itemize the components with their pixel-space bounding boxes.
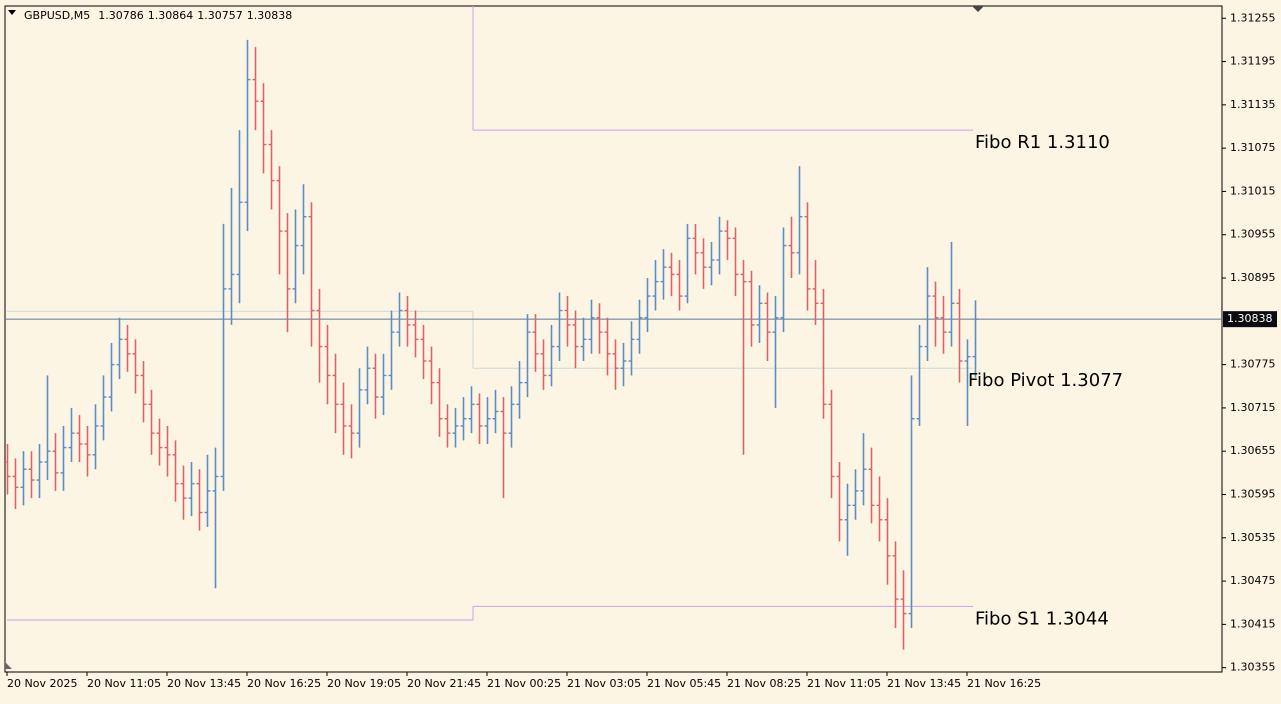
x-tick-label: 21 Nov 03:05 bbox=[567, 677, 641, 690]
level-label: Fibo S1 1.3044 bbox=[975, 608, 1109, 629]
y-tick-label: 1.30595 bbox=[1230, 487, 1276, 500]
y-tick-label: 1.30895 bbox=[1230, 271, 1276, 284]
y-tick-label: 1.30655 bbox=[1230, 444, 1276, 457]
y-tick-label: 1.30355 bbox=[1230, 661, 1276, 674]
y-tick-label: 1.30475 bbox=[1230, 574, 1276, 587]
header: GBPUSD,M5 1.30786 1.30864 1.30757 1.30838 bbox=[24, 9, 292, 22]
x-tick-label: 20 Nov 11:05 bbox=[87, 677, 161, 690]
header-high: 1.30864 bbox=[148, 9, 194, 22]
header-close: 1.30838 bbox=[247, 9, 293, 22]
scroll-marker bbox=[5, 662, 12, 669]
price-tag-label: 1.30838 bbox=[1227, 312, 1273, 325]
level-label: Fibo Pivot 1.3077 bbox=[968, 370, 1123, 391]
x-tick-label: 20 Nov 13:45 bbox=[167, 677, 241, 690]
y-tick-label: 1.30955 bbox=[1230, 228, 1276, 241]
x-tick-label: 21 Nov 05:45 bbox=[647, 677, 721, 690]
x-tick-label: 21 Nov 00:25 bbox=[487, 677, 561, 690]
plot-area bbox=[5, 6, 1222, 650]
header-low: 1.30757 bbox=[197, 9, 243, 22]
x-tick-label: 20 Nov 2025 bbox=[7, 677, 77, 690]
price-tag bbox=[1223, 311, 1277, 328]
y-tick-label: 1.31135 bbox=[1230, 98, 1276, 111]
x-tick-label: 21 Nov 13:45 bbox=[887, 677, 961, 690]
header-open: 1.30786 bbox=[98, 9, 144, 22]
x-tick-label: 20 Nov 19:05 bbox=[327, 677, 401, 690]
y-tick-label: 1.31255 bbox=[1230, 11, 1276, 24]
y-tick-label: 1.30775 bbox=[1230, 358, 1276, 371]
y-tick-label: 1.30715 bbox=[1230, 401, 1276, 414]
x-tick-label: 21 Nov 16:25 bbox=[967, 677, 1041, 690]
y-tick-label: 1.31075 bbox=[1230, 141, 1276, 154]
symbol: GBPUSD,M5 bbox=[24, 9, 90, 22]
x-tick-label: 20 Nov 16:25 bbox=[247, 677, 321, 690]
y-tick-label: 1.31015 bbox=[1230, 184, 1276, 197]
shift-marker bbox=[972, 6, 984, 12]
plot-frame bbox=[4, 5, 1223, 673]
x-tick-label: 21 Nov 11:05 bbox=[807, 677, 881, 690]
x-tick-label: 20 Nov 21:45 bbox=[407, 677, 481, 690]
y-tick-label: 1.30535 bbox=[1230, 531, 1276, 544]
y-tick-label: 1.31195 bbox=[1230, 55, 1276, 68]
level-label: Fibo R1 1.3110 bbox=[975, 132, 1110, 153]
x-tick-label: 21 Nov 08:25 bbox=[727, 677, 801, 690]
symbol-menu-arrow[interactable] bbox=[8, 10, 16, 15]
y-tick-label: 1.30415 bbox=[1230, 617, 1276, 630]
